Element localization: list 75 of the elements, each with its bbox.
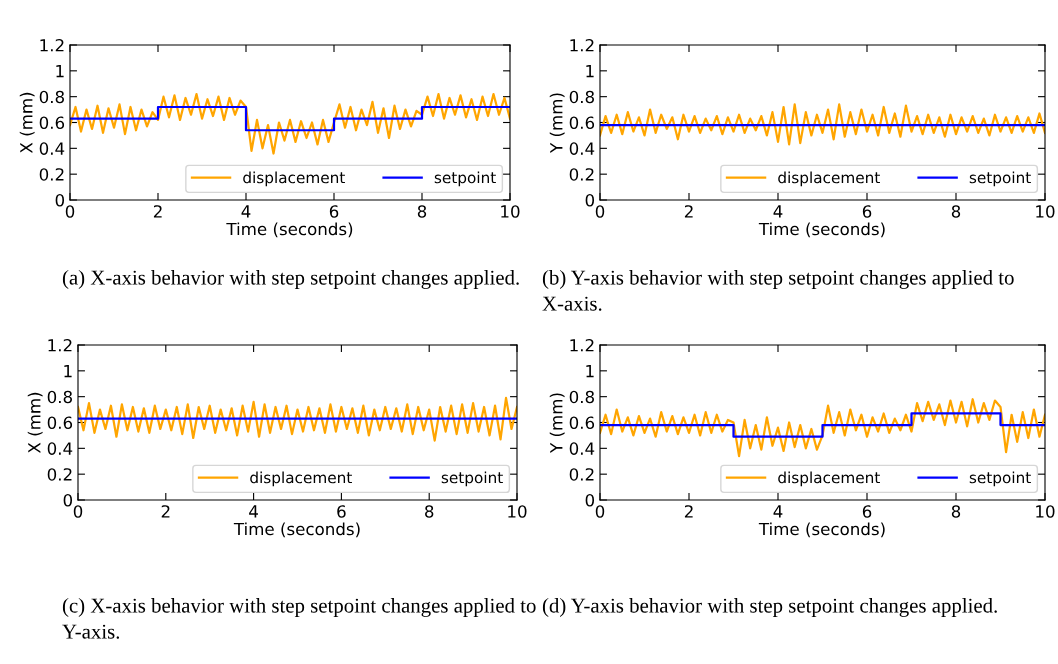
x-tick-label: 4: [241, 205, 251, 218]
line-series: [78, 396, 517, 442]
y-tick-label: 0.8: [47, 390, 72, 404]
x-tick-label: 2: [684, 505, 693, 518]
x-tick-label: 2: [153, 205, 162, 218]
y-tick-label: 0.2: [39, 168, 64, 181]
y-tick-label: 1.2: [40, 38, 64, 52]
y-tick-label: 1: [586, 65, 594, 78]
y-tick-label: 1.2: [570, 338, 594, 352]
x-tick-label: 6: [862, 205, 872, 218]
y-tick-label: 0: [63, 493, 73, 507]
y-tick-label: 1: [56, 65, 64, 78]
x-tick-label: 6: [329, 205, 339, 218]
y-axis-title: X (mm): [27, 392, 43, 454]
x-tick-label: 2: [684, 205, 693, 218]
x-tick-label: 10: [508, 505, 527, 518]
y-tick-label: 0.6: [569, 416, 595, 430]
y-tick-label: 1.2: [570, 38, 594, 52]
x-axis-title: Time (seconds): [758, 522, 885, 538]
y-tick-label: 0.6: [569, 116, 595, 130]
x-axis-title: Time (seconds): [758, 222, 885, 238]
y-tick-label: 1.2: [48, 338, 72, 352]
x-tick-label: 0: [73, 505, 83, 518]
legend-label: setpoint: [441, 471, 503, 487]
x-tick-label: 2: [161, 505, 170, 518]
y-tick-label: 0.8: [569, 390, 594, 404]
y-axis-title: X (mm): [19, 92, 35, 154]
y-tick-label: 0.6: [39, 116, 65, 130]
x-tick-label: 10: [501, 205, 520, 218]
y-tick-label: 0.4: [39, 142, 65, 155]
y-tick-label: 0.8: [39, 90, 64, 104]
y-tick-label: 0: [585, 493, 595, 507]
x-tick-label: 6: [337, 505, 346, 518]
x-axis-title: Time (seconds): [226, 222, 353, 238]
legend-label: displacement: [243, 171, 345, 187]
legend-label: setpoint: [969, 471, 1031, 487]
x-tick-label: 6: [862, 505, 872, 518]
x-tick-label: 8: [417, 205, 427, 218]
x-axis-title: Time (seconds): [233, 522, 360, 538]
x-tick-label: 4: [773, 505, 783, 518]
x-tick-label: 0: [595, 505, 605, 518]
y-tick-label: 0.2: [569, 468, 594, 481]
y-tick-label: 0: [55, 193, 65, 207]
y-tick-label: 0.6: [47, 416, 73, 430]
legend-label: displacement: [778, 171, 880, 187]
y-tick-label: 0.8: [569, 90, 594, 104]
text: (a) X-axis behavior with step setpoint changes applied.: [62, 270, 519, 289]
text: (d) Y-axis behavior with step setpoint changes applied.: [542, 598, 997, 617]
line-series: [600, 398, 1045, 458]
x-tick-label: 0: [595, 205, 605, 218]
text: (c) X-axis behavior with step setpoint changes applied to Y-axis.: [62, 598, 536, 639]
line-series: [70, 92, 510, 155]
legend-label: setpoint: [434, 171, 496, 187]
y-axis-title: Y (mm): [549, 93, 565, 154]
legend-label: setpoint: [969, 171, 1031, 187]
x-tick-label: 8: [951, 505, 961, 518]
y-tick-label: 0.4: [569, 142, 595, 155]
line-series: [600, 103, 1045, 146]
x-tick-label: 10: [1036, 205, 1055, 218]
y-tick-label: 0.2: [569, 168, 594, 181]
x-tick-label: 10: [1036, 505, 1055, 518]
y-tick-label: 1: [64, 365, 72, 378]
x-tick-label: 8: [425, 505, 434, 518]
y-tick-label: 1: [586, 365, 594, 378]
y-axis-title: Y (mm): [549, 393, 565, 454]
y-tick-label: 0.2: [47, 468, 72, 481]
legend-label: displacement: [250, 471, 352, 487]
x-tick-label: 4: [249, 505, 258, 518]
y-tick-label: 0.4: [47, 442, 73, 455]
text: (b) Y-axis behavior with step setpoint changes applied to X-axis.: [542, 270, 1014, 311]
x-tick-label: 8: [951, 205, 961, 218]
y-tick-label: 0: [585, 193, 595, 207]
y-tick-label: 0.4: [569, 442, 595, 455]
x-tick-label: 4: [773, 205, 783, 218]
legend-label: displacement: [778, 471, 880, 487]
